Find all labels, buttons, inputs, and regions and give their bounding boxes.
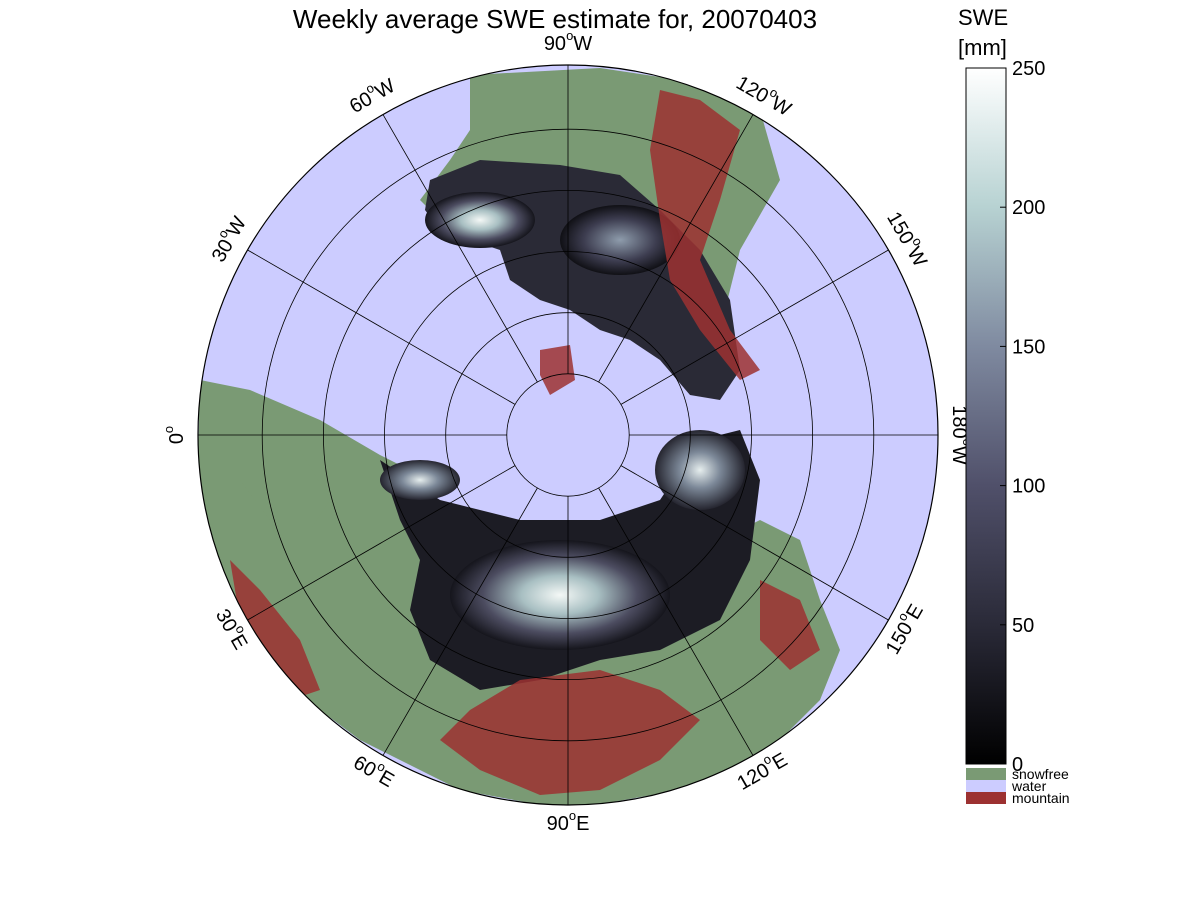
- colorbar-tick-label: 0: [1012, 754, 1023, 776]
- legend-swatch-mountain: [966, 792, 1006, 804]
- colorbar-tick-label: 200: [1012, 197, 1045, 219]
- legend-label-snowfree: snowfree: [1012, 766, 1069, 782]
- mountain-east-asia: [760, 580, 820, 670]
- colorbar-tick-label: 50: [1012, 615, 1034, 637]
- meridian-line: [620, 465, 889, 621]
- colorbar-tick-label: 100: [1012, 476, 1045, 498]
- colorbar: SWE [mm] 0 50 100 150 200 250 snowfreewatermo…: [958, 5, 1070, 806]
- legend-label-water: water: [1011, 778, 1047, 794]
- meridian-line: [382, 487, 538, 756]
- meridian-line: [382, 114, 538, 383]
- mountain-greenland-east: [540, 345, 575, 395]
- swe-high-area-siberia: [450, 540, 670, 650]
- meridian-line: [598, 487, 754, 756]
- colorbar-ticks: 0 50 100 150 200 250: [1000, 58, 1045, 776]
- meridian-line: [620, 249, 889, 405]
- mountain-rockies: [650, 90, 760, 380]
- swe-area-scandinavia: [380, 460, 460, 500]
- meridian-line: [247, 465, 516, 621]
- longitude-label: 90oW: [544, 28, 592, 55]
- legend-swatch-water: [966, 780, 1006, 792]
- legend-label-mountain: mountain: [1012, 790, 1070, 806]
- graticule: [198, 65, 938, 805]
- meridian-line: [598, 114, 754, 383]
- map-boundary: [197, 64, 939, 806]
- swe-area-east-siberia: [655, 430, 745, 510]
- colorbar-title-line1: SWE: [958, 5, 1008, 30]
- swe-high-area-labrador: [425, 192, 535, 248]
- colorbar-gradient: [965, 67, 1007, 765]
- longitude-label: 90oE: [547, 808, 590, 835]
- colorbar-tick-label: 150: [1012, 336, 1045, 358]
- europe-snowfree-land: [205, 390, 330, 530]
- meridian-line: [247, 249, 516, 405]
- legend-swatch-snowfree: [966, 768, 1006, 780]
- figure-title: Weekly average SWE estimate for, 2007040…: [292, 4, 818, 34]
- swe-area-canada: [560, 205, 680, 275]
- mountain-europe: [230, 560, 320, 700]
- map-disc: [197, 64, 939, 806]
- colorbar-title-line2: [mm]: [958, 35, 1007, 60]
- colorbar-tick-label: 250: [1012, 58, 1045, 80]
- longitude-label: 0o: [161, 426, 188, 444]
- mountain-asia-central: [440, 670, 700, 795]
